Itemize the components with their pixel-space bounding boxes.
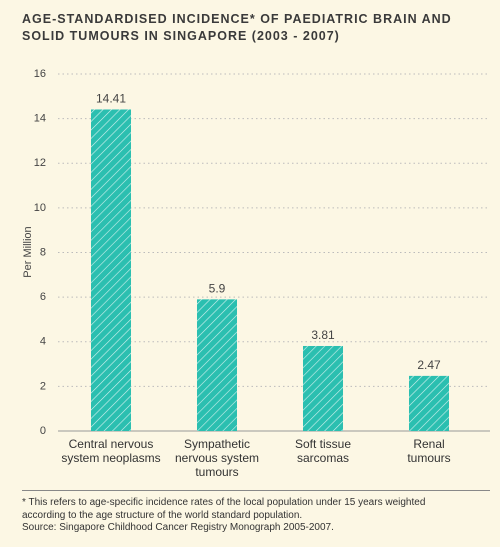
y-tick-label: 8 (40, 246, 46, 258)
bar (91, 109, 131, 432)
x-tick-label: Sympathetic nervous system tumours (174, 437, 260, 479)
bar (303, 345, 343, 431)
x-tick-label: Soft tissue sarcomas (294, 437, 352, 465)
y-tick-label: 10 (34, 202, 46, 214)
x-tick-label: Renal tumours (407, 437, 451, 465)
value-label: 14.41 (96, 92, 126, 106)
y-tick-label: 4 (40, 336, 46, 348)
y-tick-label: 12 (34, 157, 46, 169)
bar (409, 375, 449, 431)
y-tick-label: 6 (40, 291, 46, 303)
chart-title: AGE-STANDARDISED INCIDENCE* OF PAEDIATRI… (22, 12, 452, 43)
source: Source: Singapore Childhood Cancer Regis… (22, 522, 334, 533)
y-tick-label: 2 (40, 380, 46, 392)
y-axis-label: Per Million (22, 226, 34, 277)
y-tick-label: 16 (34, 68, 46, 80)
value-label: 2.47 (417, 358, 441, 372)
y-tick-label: 14 (34, 113, 46, 125)
value-label: 5.9 (209, 282, 226, 296)
footnote: * This refers to age-specific incidence … (22, 497, 426, 521)
footnote-rule (22, 490, 490, 491)
bar (197, 299, 237, 431)
value-label: 3.81 (311, 328, 335, 342)
x-tick-label: Central nervous system neoplasms (61, 437, 161, 465)
y-tick-label: 0 (40, 425, 46, 437)
